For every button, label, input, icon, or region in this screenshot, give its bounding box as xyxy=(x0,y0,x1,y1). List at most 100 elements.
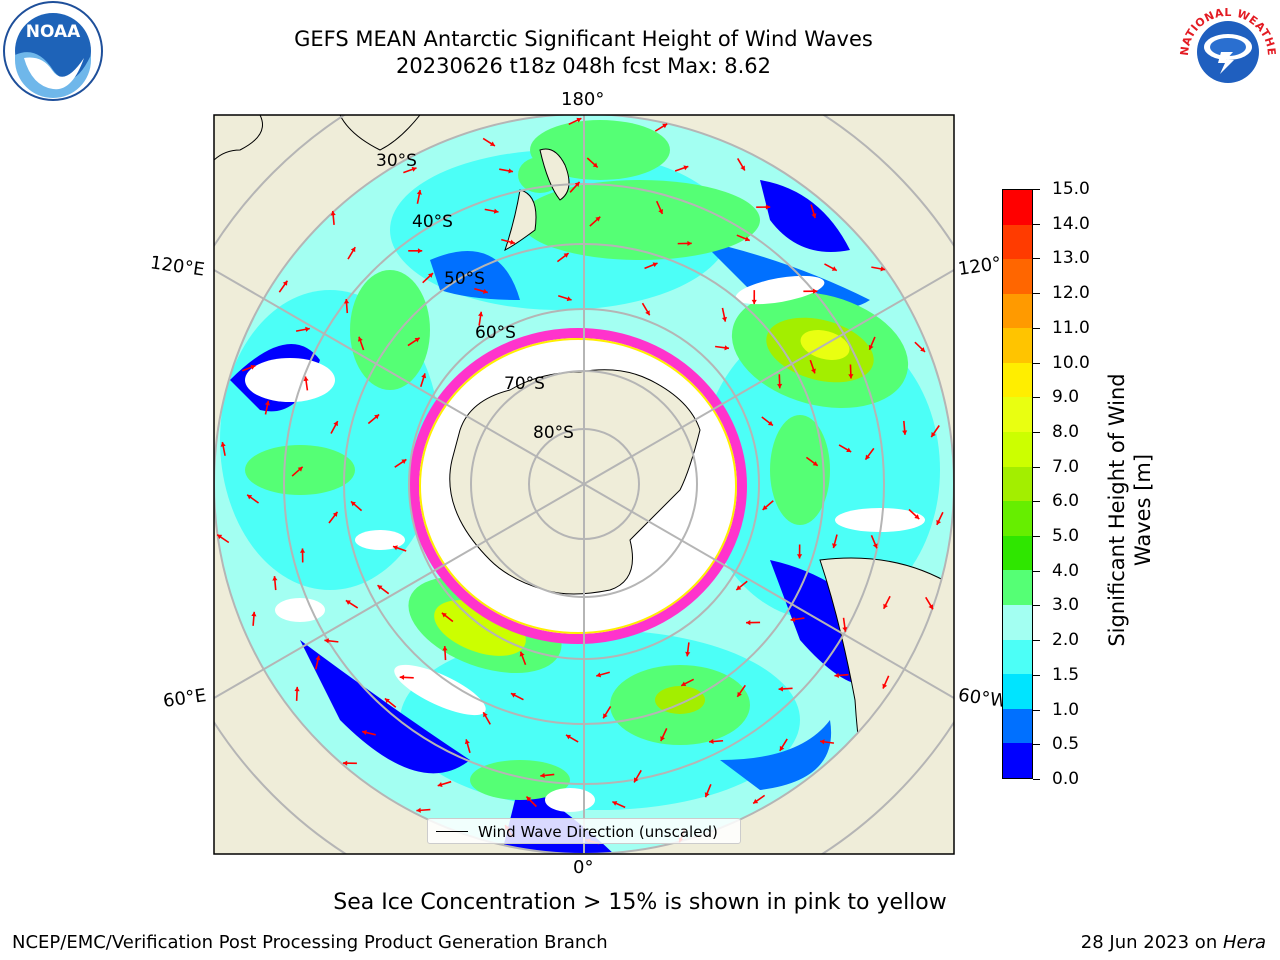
colorbar-segment xyxy=(1003,708,1032,744)
legend-line-swatch xyxy=(436,831,468,832)
wave-direction-arrowhead xyxy=(592,162,598,168)
colorbar-tick xyxy=(1033,223,1040,225)
map-frame xyxy=(213,114,955,855)
colorbar-tick xyxy=(1033,397,1040,399)
wave-direction-arrowhead xyxy=(416,190,422,195)
colorbar-segment xyxy=(1003,674,1032,709)
colorbar-tick-label: 1.0 xyxy=(1052,699,1080,720)
wave-direction-arrowhead xyxy=(931,432,936,438)
wave-direction-arrowhead xyxy=(294,686,300,692)
colorbar-label-line-2: Waves [m] xyxy=(1131,453,1155,567)
wave-direction-arrowhead xyxy=(217,534,223,540)
colorbar-tick xyxy=(1033,362,1040,364)
legend-label: Wind Wave Direction (unscaled) xyxy=(478,823,718,841)
wave-direction-arrowhead xyxy=(417,248,423,254)
colorbar-segment xyxy=(1003,189,1032,225)
colorbar-tick-label: 11.0 xyxy=(1052,317,1090,338)
wave-direction-arrowhead xyxy=(264,400,270,406)
wave-direction-arrowhead xyxy=(305,326,310,332)
wave-direction-arrowhead xyxy=(737,691,742,697)
wave-direction-arrowhead xyxy=(510,239,515,245)
wave-direction-arrowhead xyxy=(519,651,525,657)
svg-text:NOAA: NOAA xyxy=(26,22,81,42)
wave-direction-arrowhead xyxy=(272,576,278,581)
wave-direction-arrowhead xyxy=(709,738,714,745)
wave-direction-arrowhead xyxy=(868,344,874,350)
wave-direction-arrowhead xyxy=(681,681,687,687)
wave-direction-arrowhead xyxy=(831,266,837,271)
wave-direction-arrowhead xyxy=(832,543,838,549)
wave-direction-arrowhead xyxy=(872,543,878,549)
wave-direction-arrowhead xyxy=(813,288,818,294)
wave-direction-arrowhead xyxy=(811,368,816,374)
wave-direction-arrowhead xyxy=(357,336,363,342)
colorbar-tick-label: 3.0 xyxy=(1052,595,1080,616)
colorbar-segment xyxy=(1003,570,1032,606)
wave-direction-arrowhead xyxy=(510,692,516,698)
colorbar-tick xyxy=(1033,709,1040,711)
colorbar-segment xyxy=(1003,535,1032,571)
wave-direction-arrowhead xyxy=(595,216,601,222)
colorbar-tick xyxy=(1033,674,1040,676)
wave-direction-arrowhead xyxy=(350,247,356,253)
colorbar-tick xyxy=(1033,431,1040,433)
wave-direction-arrowhead xyxy=(574,181,580,187)
wave-direction-arrowhead xyxy=(563,253,569,258)
colorbar-tick-label: 6.0 xyxy=(1052,491,1080,512)
title-line-1: GEFS MEAN Antarctic Significant Height o… xyxy=(294,27,873,51)
wave-direction-arrowhead xyxy=(482,288,488,294)
wave-direction-arrowhead xyxy=(612,801,618,806)
colorbar-segment xyxy=(1003,743,1032,778)
wave-direction-arrowhead xyxy=(478,311,484,317)
wave-direction-arrowhead xyxy=(765,204,771,210)
footer-credit: NCEP/EMC/Verification Post Processing Pr… xyxy=(12,932,608,953)
wave-direction-arrowhead xyxy=(362,730,367,736)
wave-direction-arrowhead xyxy=(596,672,602,678)
wave-direction-arrowhead xyxy=(753,798,759,804)
nws-logo: NATIONAL WEATHER SERVICE xyxy=(1171,0,1280,100)
wave-direction-arrowhead xyxy=(297,466,303,472)
graticule xyxy=(214,115,954,854)
colorbar-segment xyxy=(1003,259,1032,294)
wave-direction-arrowhead xyxy=(724,345,729,351)
wave-direction-arrowhead xyxy=(303,376,309,382)
wave-direction-arrowhead xyxy=(345,600,351,605)
wave-direction-arrowhead xyxy=(401,459,407,464)
colorbar-segment xyxy=(1003,224,1032,260)
lat-label-40s: 40°S xyxy=(412,212,453,232)
wave-direction-arrowhead xyxy=(797,554,803,559)
colorbar-tick-label: 13.0 xyxy=(1052,248,1090,269)
wave-direction-arrowhead xyxy=(540,772,545,779)
wave-direction-arrowhead xyxy=(790,616,796,622)
wave-direction-arrowhead xyxy=(441,612,447,618)
wave-direction-arrowhead xyxy=(736,585,742,590)
wave-direction-arrowhead xyxy=(324,638,329,644)
footer-date: 28 Jun 2023 on Hera xyxy=(1081,932,1266,953)
colorbar-tick-label: 5.0 xyxy=(1052,526,1080,547)
wave-direction-arrowhead xyxy=(767,420,773,426)
footer-host: Hera xyxy=(1222,932,1266,953)
wave-direction-arrowhead xyxy=(330,210,336,216)
wave-direction-arrowhead xyxy=(914,514,920,520)
colorbar-tick xyxy=(1033,293,1040,295)
colorbar-tick-label: 0.5 xyxy=(1052,734,1080,755)
wave-direction-arrowhead xyxy=(374,414,380,420)
colorbar-tick xyxy=(1033,570,1040,572)
wave-direction-arrowhead xyxy=(846,447,852,453)
colorbar-tick-label: 1.5 xyxy=(1052,664,1080,685)
wave-direction-arrowhead xyxy=(721,316,728,322)
wave-direction-arrowhead xyxy=(299,548,306,553)
wave-direction-arrowhead xyxy=(442,646,448,651)
wave-direction-arrowhead xyxy=(576,117,582,123)
colorbar-tick-label: 8.0 xyxy=(1052,421,1080,442)
wave-direction-arrowhead xyxy=(936,519,942,525)
wave-direction-arrowhead xyxy=(812,461,818,466)
colorbar-tick xyxy=(1033,189,1040,190)
wave-direction-arrowhead xyxy=(315,655,321,661)
colorbar-tick xyxy=(1033,327,1040,329)
wave-direction-arrowhead xyxy=(683,165,689,171)
wave-direction-arrowhead xyxy=(928,604,933,610)
wave-direction-arrowhead xyxy=(865,454,871,460)
wave-direction-arrowhead xyxy=(811,213,817,219)
